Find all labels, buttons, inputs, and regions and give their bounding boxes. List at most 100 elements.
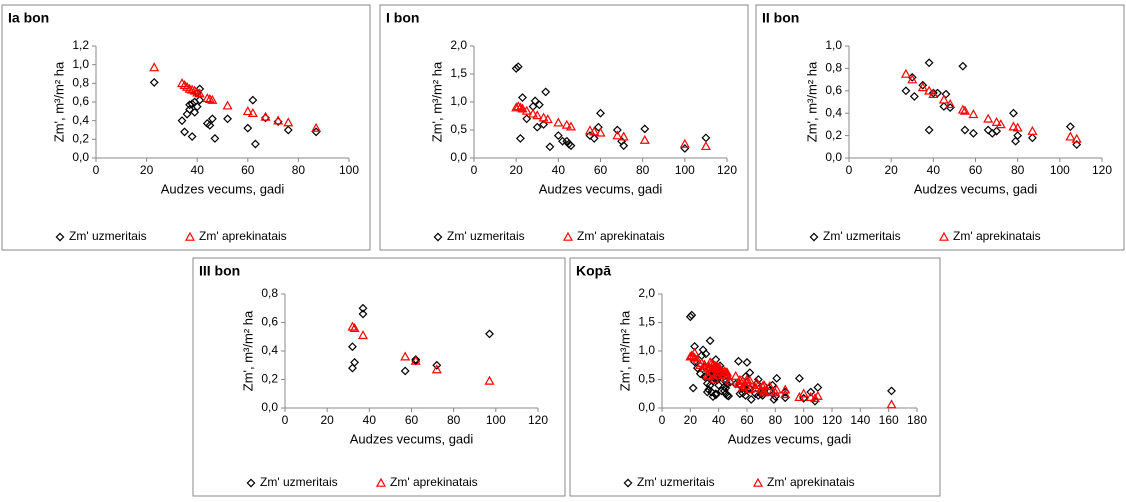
diamond-marker — [187, 132, 197, 141]
triangle-marker — [194, 88, 205, 98]
diamond-marker — [958, 61, 968, 71]
y-tick-label: 2,0 — [638, 286, 655, 300]
diamond-marker — [735, 389, 745, 399]
triangle-marker — [706, 366, 717, 376]
diamond-marker — [708, 392, 718, 402]
diamond-marker — [589, 133, 599, 143]
x-tick-label: 60 — [405, 413, 419, 427]
diamond-marker — [688, 383, 698, 393]
x-tick-label: 20 — [140, 163, 154, 177]
triangle-marker — [521, 105, 532, 115]
x-axis-label: Audzes vecums, gadi — [539, 181, 663, 196]
diamond-marker — [522, 114, 532, 124]
diamond-marker — [711, 389, 721, 399]
y-axis-label: Zm', m³/m² ha — [51, 61, 66, 142]
diamond-marker — [806, 387, 816, 397]
x-tick-label: 40 — [552, 163, 566, 177]
diamond-marker — [207, 114, 217, 124]
x-tick-label: 60 — [969, 163, 983, 177]
diamond-marker — [177, 116, 187, 126]
y-tick-label: 0,6 — [72, 94, 89, 108]
triangle-marker — [758, 387, 770, 397]
diamond-marker — [809, 232, 819, 242]
triangle-marker — [410, 355, 421, 365]
x-tick-label: 40 — [712, 413, 726, 427]
triangle-marker — [737, 382, 748, 392]
diamond-marker — [742, 357, 752, 367]
triangle-marker — [260, 111, 271, 121]
triangle-marker — [758, 385, 770, 395]
diamond-marker — [348, 342, 357, 352]
legend-label: Zm' uzmeritais — [447, 229, 525, 243]
triangle-marker — [730, 370, 741, 380]
diamond-marker — [619, 141, 629, 151]
y-tick-label: 0,4 — [72, 113, 89, 127]
diamond-marker — [924, 58, 934, 68]
triangle-marker — [1008, 121, 1019, 131]
diamond-marker — [640, 124, 650, 134]
diamond-marker — [411, 355, 421, 364]
triangle-marker — [273, 115, 284, 125]
x-axis-label: Audzes vecums, gadi — [350, 431, 474, 446]
legend-label: Zm' aprekinatais — [953, 229, 1041, 243]
legend-label: Zm' aprekinatais — [199, 229, 287, 243]
diamond-marker — [350, 357, 360, 367]
triangle-marker — [553, 117, 564, 127]
chart-title: Kopā — [576, 263, 611, 279]
triangle-marker — [780, 389, 791, 399]
y-tick-label: 0,4 — [261, 343, 278, 357]
x-axis-label: Audzes vecums, gadi — [728, 431, 852, 446]
triangle-marker — [924, 85, 935, 95]
diamond-marker — [348, 363, 357, 373]
triangle-marker — [706, 363, 717, 373]
diamond-marker — [515, 133, 525, 143]
x-tick-label: 20 — [320, 413, 334, 427]
triangle-marker — [562, 231, 574, 241]
triangle-marker — [957, 104, 968, 114]
triangle-marker — [283, 117, 294, 127]
diamond-marker — [246, 478, 256, 488]
diamond-marker — [794, 373, 804, 383]
diamond-marker — [545, 142, 555, 152]
x-tick-label: 80 — [1011, 163, 1025, 177]
triangle-marker — [713, 370, 724, 380]
triangle-marker — [349, 322, 360, 332]
triangle-marker — [400, 351, 411, 361]
triangle-marker — [720, 373, 731, 383]
diamond-marker — [692, 363, 702, 373]
triangle-marker — [1071, 133, 1082, 143]
diamond-marker — [918, 80, 928, 90]
y-tick-label: 1,0 — [825, 38, 842, 52]
y-tick-label: 1,0 — [72, 57, 89, 71]
triangle-marker — [764, 381, 775, 391]
x-tick-label: 20 — [684, 413, 698, 427]
triangle-marker — [595, 127, 606, 137]
triangle-marker — [709, 373, 720, 383]
triangle-marker — [222, 100, 233, 110]
diamond-marker — [195, 95, 205, 105]
x-tick-label: 80 — [447, 413, 461, 427]
triangle-marker — [431, 364, 442, 374]
diamond-marker — [939, 102, 949, 111]
diamond-marker — [243, 123, 253, 133]
diamond-marker — [190, 107, 200, 117]
x-tick-label: 120 — [822, 413, 842, 427]
legend-label: Zm' uzmeritais — [823, 229, 901, 243]
y-axis-label: Zm', m³/m² ha — [617, 310, 632, 391]
triangle-marker — [983, 113, 994, 123]
y-tick-label: 0,0 — [261, 400, 278, 414]
diamond-marker — [722, 379, 732, 389]
diamond-marker — [513, 62, 523, 72]
chart-title: III bon — [199, 263, 240, 279]
triangle-marker — [750, 382, 761, 392]
diamond-marker — [909, 91, 919, 101]
diamond-marker — [433, 232, 443, 242]
legend-label: Zm' aprekinatais — [390, 475, 478, 489]
x-tick-label: 0 — [471, 163, 478, 177]
diamond-marker — [205, 120, 215, 130]
diamond-marker — [687, 310, 697, 320]
triangle-marker — [734, 378, 745, 388]
chart-panel: I bon 0,0 0,5 1,0 1,5 2,0 0 20 40 60 80 100 120 Audze… — [379, 4, 749, 251]
triangle-marker — [242, 106, 253, 116]
